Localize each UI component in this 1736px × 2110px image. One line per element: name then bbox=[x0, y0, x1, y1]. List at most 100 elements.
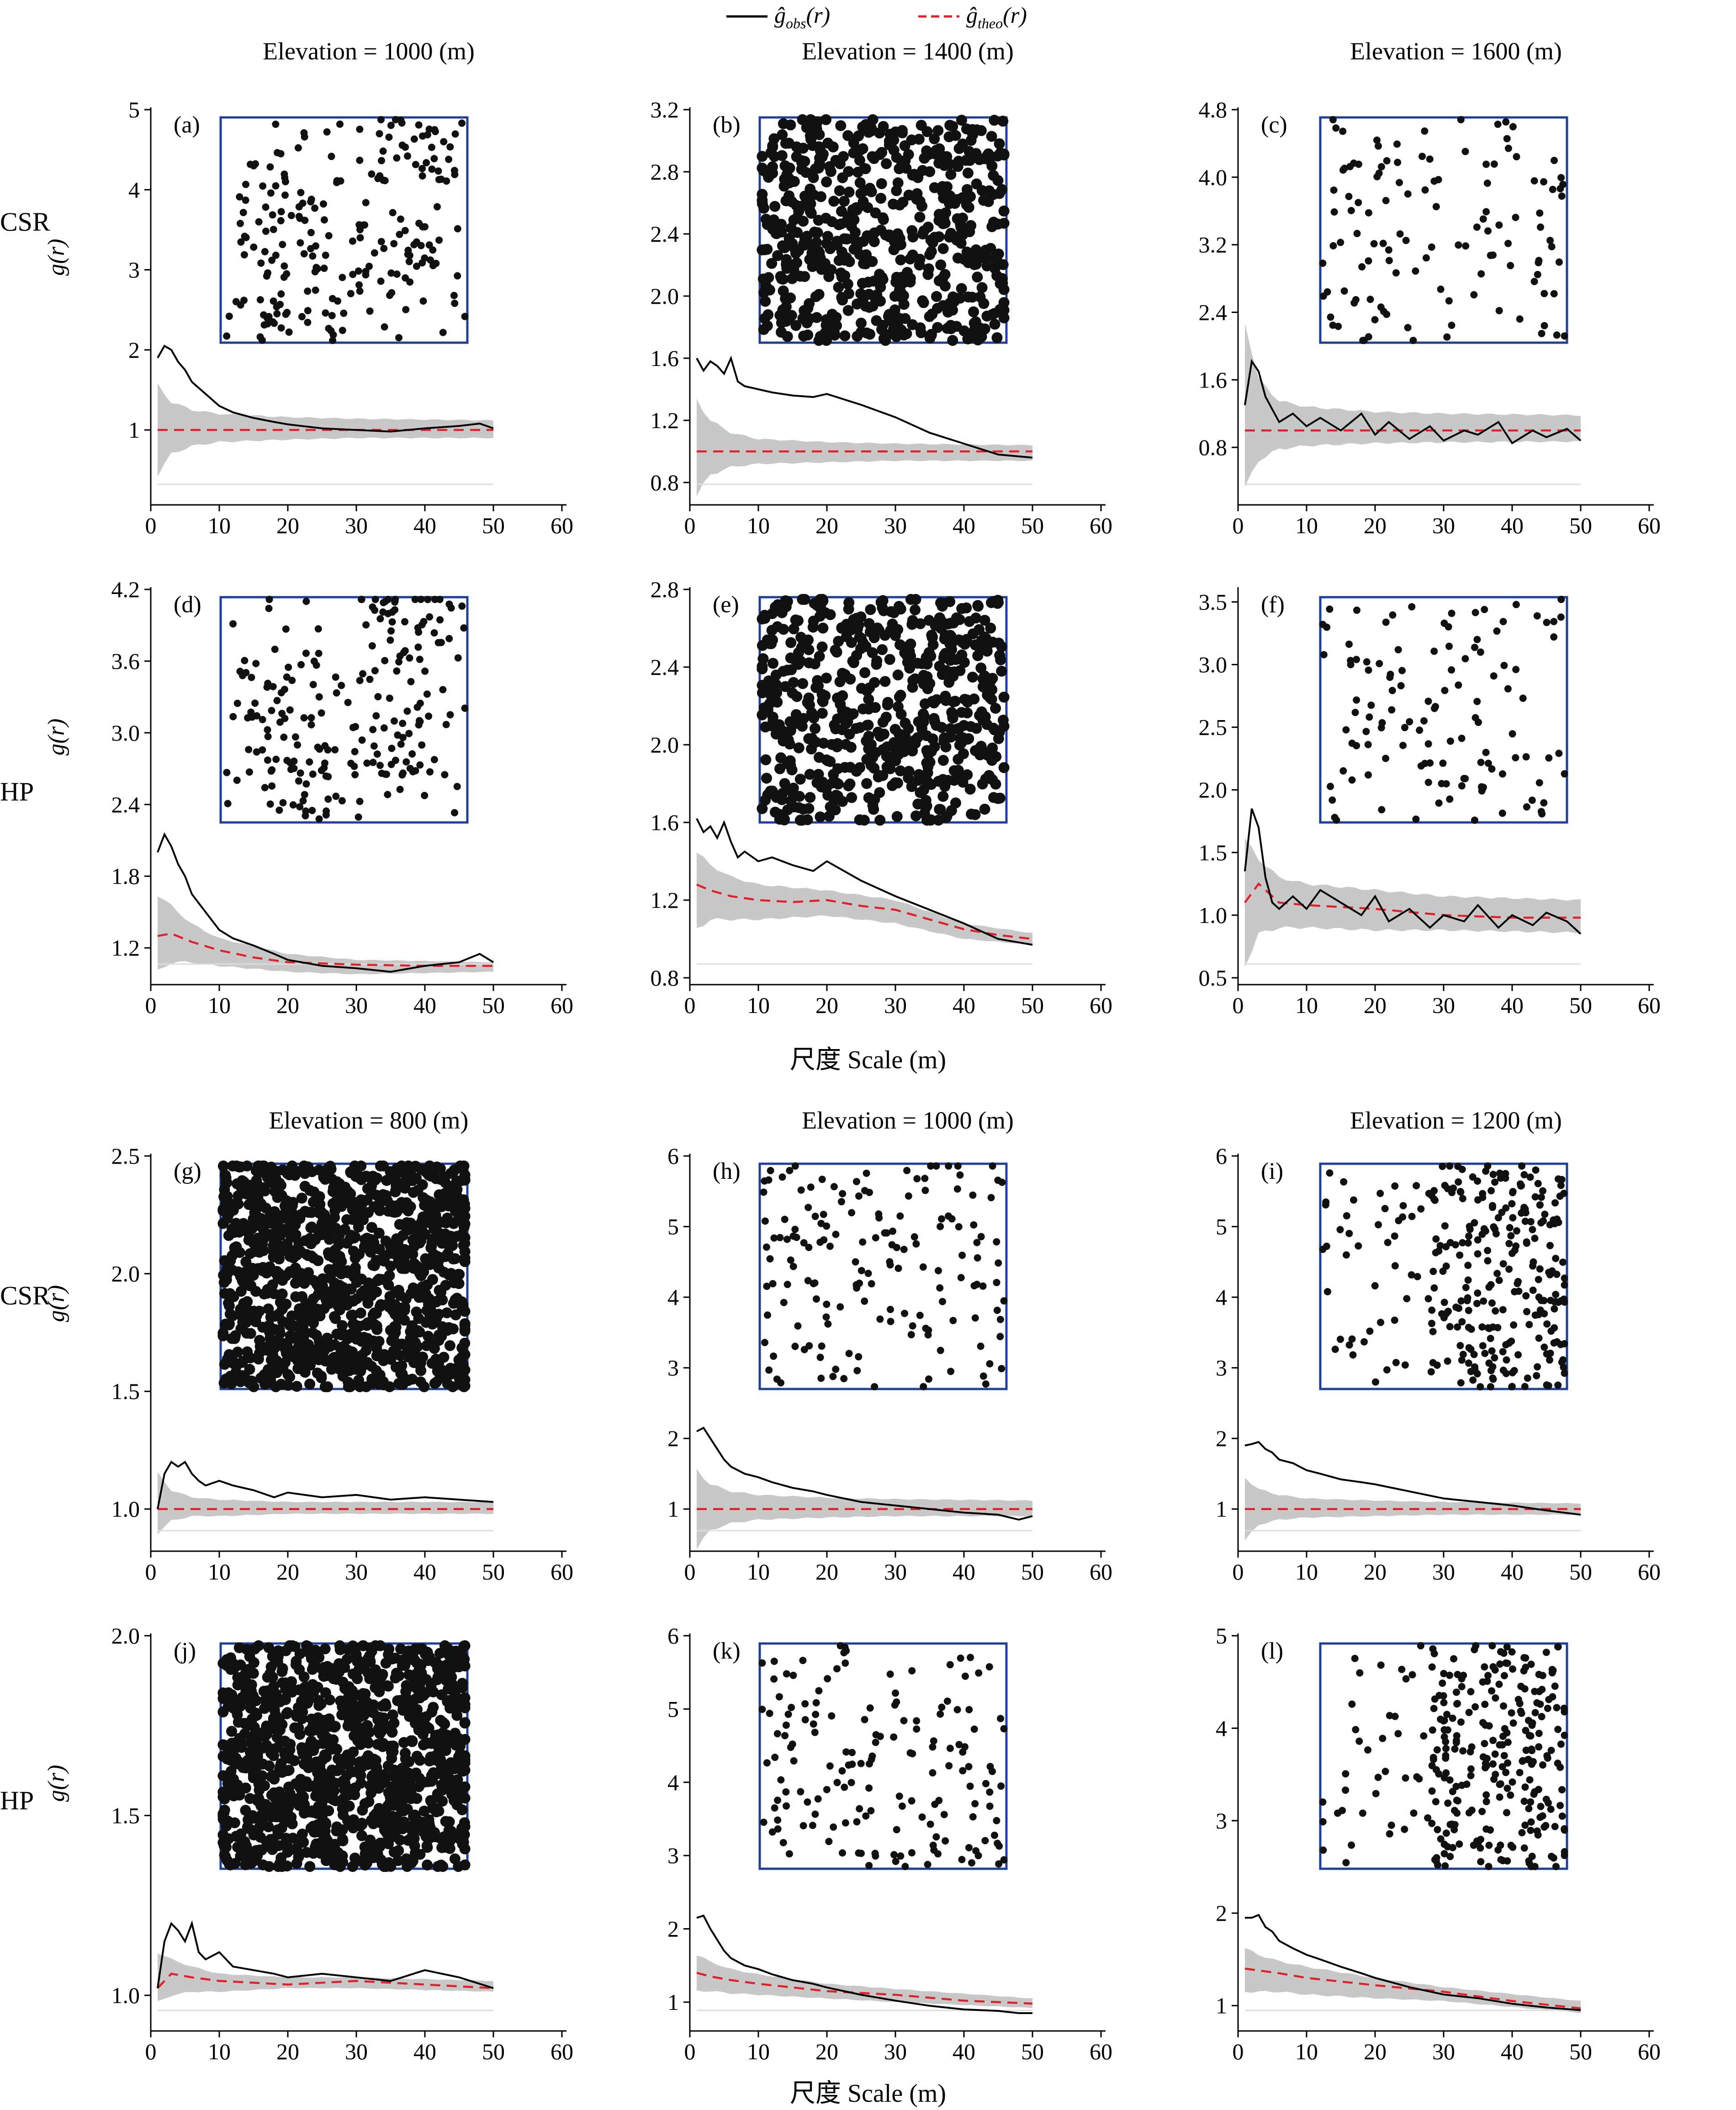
inset-point bbox=[1484, 227, 1492, 235]
inset-point bbox=[423, 1655, 434, 1666]
x-tick-label-e: 30 bbox=[884, 992, 907, 1018]
inset-point bbox=[296, 769, 304, 777]
inset-point bbox=[264, 269, 271, 277]
inset-point bbox=[1538, 810, 1546, 818]
inset-point bbox=[369, 1774, 381, 1786]
inset-e bbox=[757, 594, 1010, 826]
inset-point bbox=[859, 1238, 867, 1246]
inset-point bbox=[1535, 1334, 1543, 1342]
inset-point bbox=[329, 337, 337, 345]
inset-point bbox=[867, 300, 879, 312]
inset-point bbox=[1355, 1242, 1362, 1250]
inset-point bbox=[270, 1694, 281, 1706]
inset-point bbox=[809, 1822, 816, 1829]
inset-point bbox=[1373, 136, 1381, 144]
inset-point bbox=[223, 332, 231, 340]
inset-point bbox=[947, 121, 958, 132]
inset-point bbox=[283, 673, 291, 681]
inset-point bbox=[943, 131, 955, 143]
inset-point bbox=[790, 248, 801, 259]
inset-point bbox=[1497, 1174, 1504, 1182]
inset-point bbox=[1474, 1289, 1482, 1297]
inset-point bbox=[906, 781, 917, 792]
inset-point bbox=[392, 1257, 404, 1269]
inset-point bbox=[246, 1223, 258, 1235]
inset-point bbox=[857, 637, 869, 649]
inset-point bbox=[368, 642, 376, 650]
inset-point bbox=[288, 677, 296, 684]
inset-point bbox=[277, 324, 285, 332]
inset-point bbox=[1444, 1308, 1452, 1315]
inset-point bbox=[237, 1179, 249, 1191]
inset-point bbox=[1484, 1246, 1492, 1254]
inset-point bbox=[369, 1319, 381, 1330]
inset-point bbox=[275, 806, 283, 814]
inset-point bbox=[947, 1368, 955, 1375]
inset-point bbox=[1367, 701, 1375, 709]
inset-point bbox=[863, 719, 874, 731]
inset-point bbox=[937, 790, 949, 802]
inset-point bbox=[877, 744, 889, 755]
inset-point bbox=[331, 746, 339, 753]
inset-point bbox=[762, 1243, 770, 1251]
panel-title-b: Elevation = 1400 (m) bbox=[802, 37, 1014, 65]
inset-point bbox=[237, 238, 245, 246]
inset-point bbox=[319, 200, 327, 208]
inset-point bbox=[421, 1194, 433, 1206]
inset-point bbox=[852, 1177, 860, 1185]
inset-point bbox=[376, 130, 383, 138]
inset-point bbox=[381, 323, 388, 331]
inset-point bbox=[981, 1837, 989, 1845]
inset-point bbox=[833, 1779, 841, 1787]
inset-point bbox=[1461, 148, 1469, 155]
inset-frame-d bbox=[219, 596, 469, 824]
inset-point bbox=[812, 1711, 820, 1718]
inset-point bbox=[301, 791, 308, 799]
inset-point bbox=[1426, 155, 1434, 163]
inset-point bbox=[320, 216, 328, 224]
inset-point bbox=[940, 629, 951, 641]
inset-point bbox=[1480, 1297, 1487, 1305]
inset-point bbox=[232, 1679, 243, 1691]
inset-point bbox=[816, 1353, 824, 1361]
inset-point bbox=[969, 1191, 977, 1199]
inset-point bbox=[1355, 199, 1362, 207]
x-tick-label-i: 20 bbox=[1364, 1559, 1387, 1585]
inset-point bbox=[971, 723, 982, 734]
inset-point bbox=[1439, 1162, 1446, 1170]
inset-point bbox=[815, 331, 826, 342]
inset-point bbox=[871, 289, 883, 301]
inset-point bbox=[785, 119, 796, 131]
inset-point bbox=[962, 707, 973, 719]
inset-point bbox=[758, 202, 769, 214]
inset-point bbox=[782, 664, 793, 676]
inset-point bbox=[857, 1267, 865, 1274]
inset-point bbox=[836, 206, 847, 217]
inset-point bbox=[422, 1859, 433, 1871]
y-tick-label-h: 5 bbox=[667, 1214, 679, 1240]
inset-point bbox=[770, 228, 782, 239]
inset-point bbox=[244, 1746, 256, 1758]
inset-point bbox=[369, 758, 377, 766]
inset-point bbox=[1455, 1304, 1463, 1312]
inset-point bbox=[776, 218, 787, 230]
inset-point bbox=[1394, 646, 1402, 653]
inset-point bbox=[1500, 662, 1508, 669]
inset-point bbox=[1502, 1370, 1510, 1378]
inset-point bbox=[427, 256, 434, 264]
inset-point bbox=[996, 665, 1007, 677]
inset-point bbox=[956, 1171, 964, 1179]
inset-point bbox=[432, 1663, 444, 1675]
inset-point bbox=[459, 1256, 471, 1267]
inset-point bbox=[417, 1352, 429, 1363]
y-tick-label-h: 6 bbox=[667, 1143, 679, 1169]
inset-point bbox=[763, 1311, 771, 1319]
inset-point bbox=[1536, 1265, 1544, 1273]
inset-point bbox=[304, 1185, 316, 1196]
inset-point bbox=[336, 1201, 347, 1212]
inset-point bbox=[279, 1748, 291, 1760]
inset-point bbox=[765, 169, 776, 180]
inset-point bbox=[830, 723, 842, 735]
y-tick-label-i: 2 bbox=[1216, 1426, 1227, 1451]
inset-point bbox=[296, 1742, 307, 1753]
